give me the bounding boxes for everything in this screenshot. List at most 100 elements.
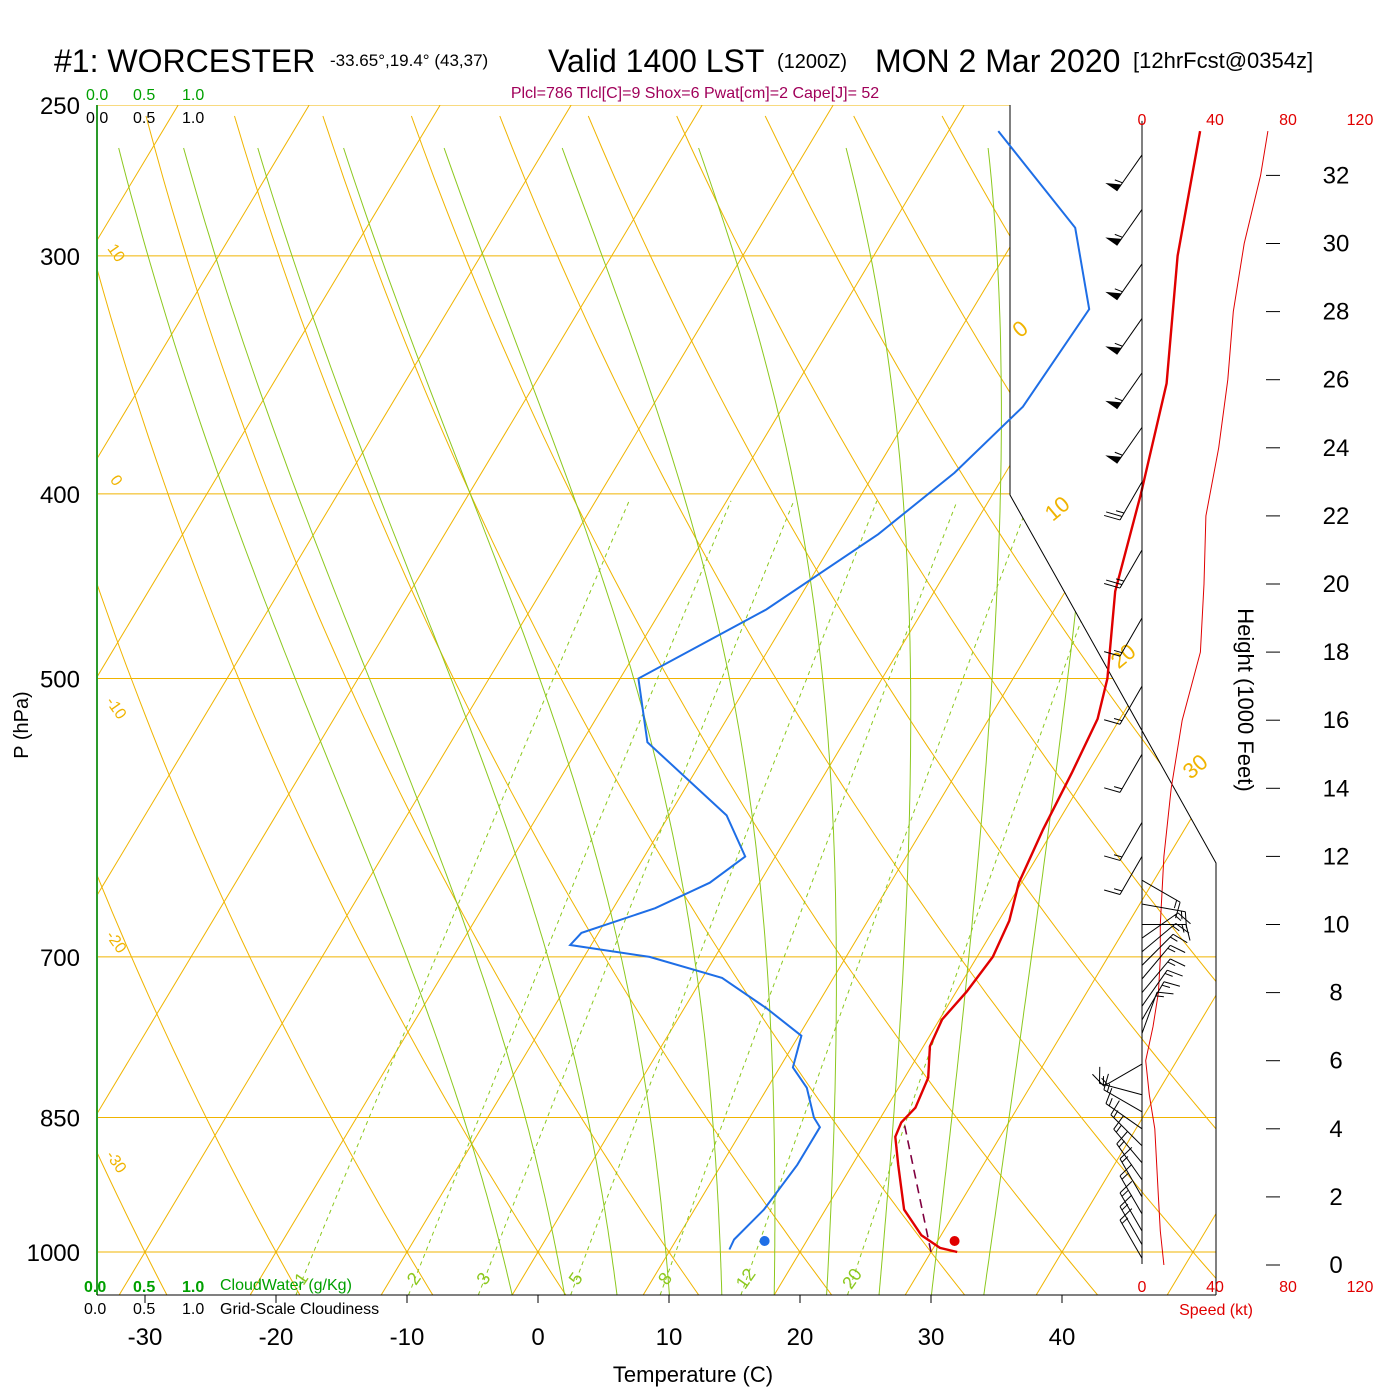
height-tick-label: 6 [1329,1048,1342,1075]
mixing-ratio-label: 3 [472,1269,494,1289]
dry-adiabat [1118,115,1216,1295]
height-tick-label: 28 [1323,299,1350,326]
wind-barb-feather [1119,1194,1133,1207]
isotherm-line [773,105,1216,1295]
mixing-ratio-line [659,500,958,1295]
mixing-ratio-label: 12 [732,1265,760,1293]
height-tick-label: 14 [1323,775,1350,802]
station-title: #1: WORCESTER [54,43,315,79]
wind-barb-feather [1156,991,1174,995]
wind-barb-half-feather [1114,397,1123,402]
wind-barb-staff [1119,481,1143,521]
cloud-top-green-2: 1.0 [182,87,204,104]
wind-barb-half-feather [1114,342,1123,347]
dry-adiabat [676,115,1216,1295]
mixing-ratio-label: 2 [403,1269,425,1289]
isotherm-label: -20 [102,928,129,957]
wind-barb-half-feather [1121,1173,1129,1180]
cloud-top-black-2: 1.0 [182,110,204,127]
wind-barb-staff [1119,685,1143,725]
wind-barb-feather [1184,911,1187,929]
wind-barb-half-feather [1101,1077,1108,1085]
wind-barb-feather [1172,933,1188,944]
isotherm-label: 30 [1178,749,1213,784]
isotherm-line [97,105,572,1295]
dry-adiabat [97,115,434,1295]
wind-barb-feather [1104,514,1121,521]
cloud-bottom-black-0: 0.0 [84,1301,106,1318]
height-tick-label: 8 [1329,980,1342,1007]
wind-barb-half-feather [1115,578,1125,582]
isotherm-line [1035,105,1216,1295]
height-tick-label: 12 [1323,843,1350,870]
temperature-tick-label: -30 [128,1324,163,1351]
height-tick-label: 2 [1329,1184,1342,1211]
wind-barb-staff [1103,1089,1143,1113]
cloud-bottom-black-2: 1.0 [182,1301,204,1318]
wind-barb-feather [1116,1131,1128,1145]
mixing-ratio-line [740,500,1030,1295]
wind-barb-half-feather [1121,1190,1129,1197]
dry-adiabat [1296,116,1400,1295]
moist-adiabat [118,147,513,1295]
zulu-time: (1200Z) [777,51,847,73]
wind-barb-feather [1104,787,1121,793]
wind-barb-half-feather [1113,718,1123,722]
wind-barb-staff [1141,933,1174,966]
wind-barb-half-feather [1164,972,1173,977]
wind-barb-feather [1175,923,1190,934]
isotherm-label: -10 [102,694,129,723]
height-tick-label: 10 [1323,912,1350,939]
isotherm-line [97,105,703,1295]
wind-barb-half-feather [1155,995,1164,998]
wind-barb-half-feather [1114,179,1123,184]
wind-barb-half-feather [1114,451,1123,456]
wind-barb-staff [1099,1082,1143,1096]
moist-adiabat [845,147,912,1295]
cloud-bottom-black-1: 0.5 [133,1301,155,1318]
moist-adiabat [983,147,1113,1295]
cloud-top-green-0: 0.0 [86,87,108,104]
isotherm-line [1166,105,1216,1295]
wind-barb-half-feather [1114,233,1123,238]
wind-barb-staff [1103,1063,1143,1087]
height-tick-label: 22 [1323,503,1350,530]
wind-barb-feather [1105,1087,1113,1104]
height-tick-label: 4 [1329,1116,1342,1143]
wind-barb-half-feather [1118,1140,1125,1148]
wind-barb-half-feather [1115,510,1125,514]
wind-barb-flag [1105,291,1122,300]
wind-barb-staff [1105,1103,1143,1130]
wind-barb-half-feather [1113,888,1123,892]
wind-barb-staff [1141,981,1165,1021]
height-tick-label: 24 [1323,435,1350,462]
dry-adiabat [97,115,301,1295]
background-lines [97,105,1400,1295]
wind-barb-staff [1119,856,1143,895]
wind-speed-profile [1145,131,1269,1266]
wind-barb-staff [1119,617,1143,657]
wind-barb-feather [1177,912,1191,925]
temperature-tick-label: 40 [1049,1324,1076,1351]
wind-barb-staff [1119,1175,1143,1215]
wind-barb-staff [1119,1192,1143,1232]
wind-barb-staff [1119,549,1143,589]
wind-barb-staff [1141,923,1177,953]
cloud-top-green-1: 0.5 [133,87,155,104]
dry-adiabat [1384,116,1400,1295]
cloud-bottom-green-1: 0.5 [133,1279,155,1296]
wind-barb-flag [1105,237,1122,246]
wind-barb-staff [1110,1114,1143,1147]
height-tick-label: 20 [1323,571,1350,598]
wind-barb-half-feather [1115,1125,1122,1133]
dry-adiabat [410,115,1098,1295]
cloud-top-black-1: 0.5 [133,110,155,127]
forecast-info: [12hrFcst@0354z] [1133,48,1313,73]
mixing-ratio-line [570,500,878,1295]
speed-tick-bottom: 0 [1138,1279,1147,1296]
wind-barb-feather [1119,1146,1133,1160]
wind-barb-feather [1092,1073,1105,1087]
isotherm-line [97,105,310,1295]
cloudiness-label: Grid-Scale Cloudiness [220,1301,379,1318]
